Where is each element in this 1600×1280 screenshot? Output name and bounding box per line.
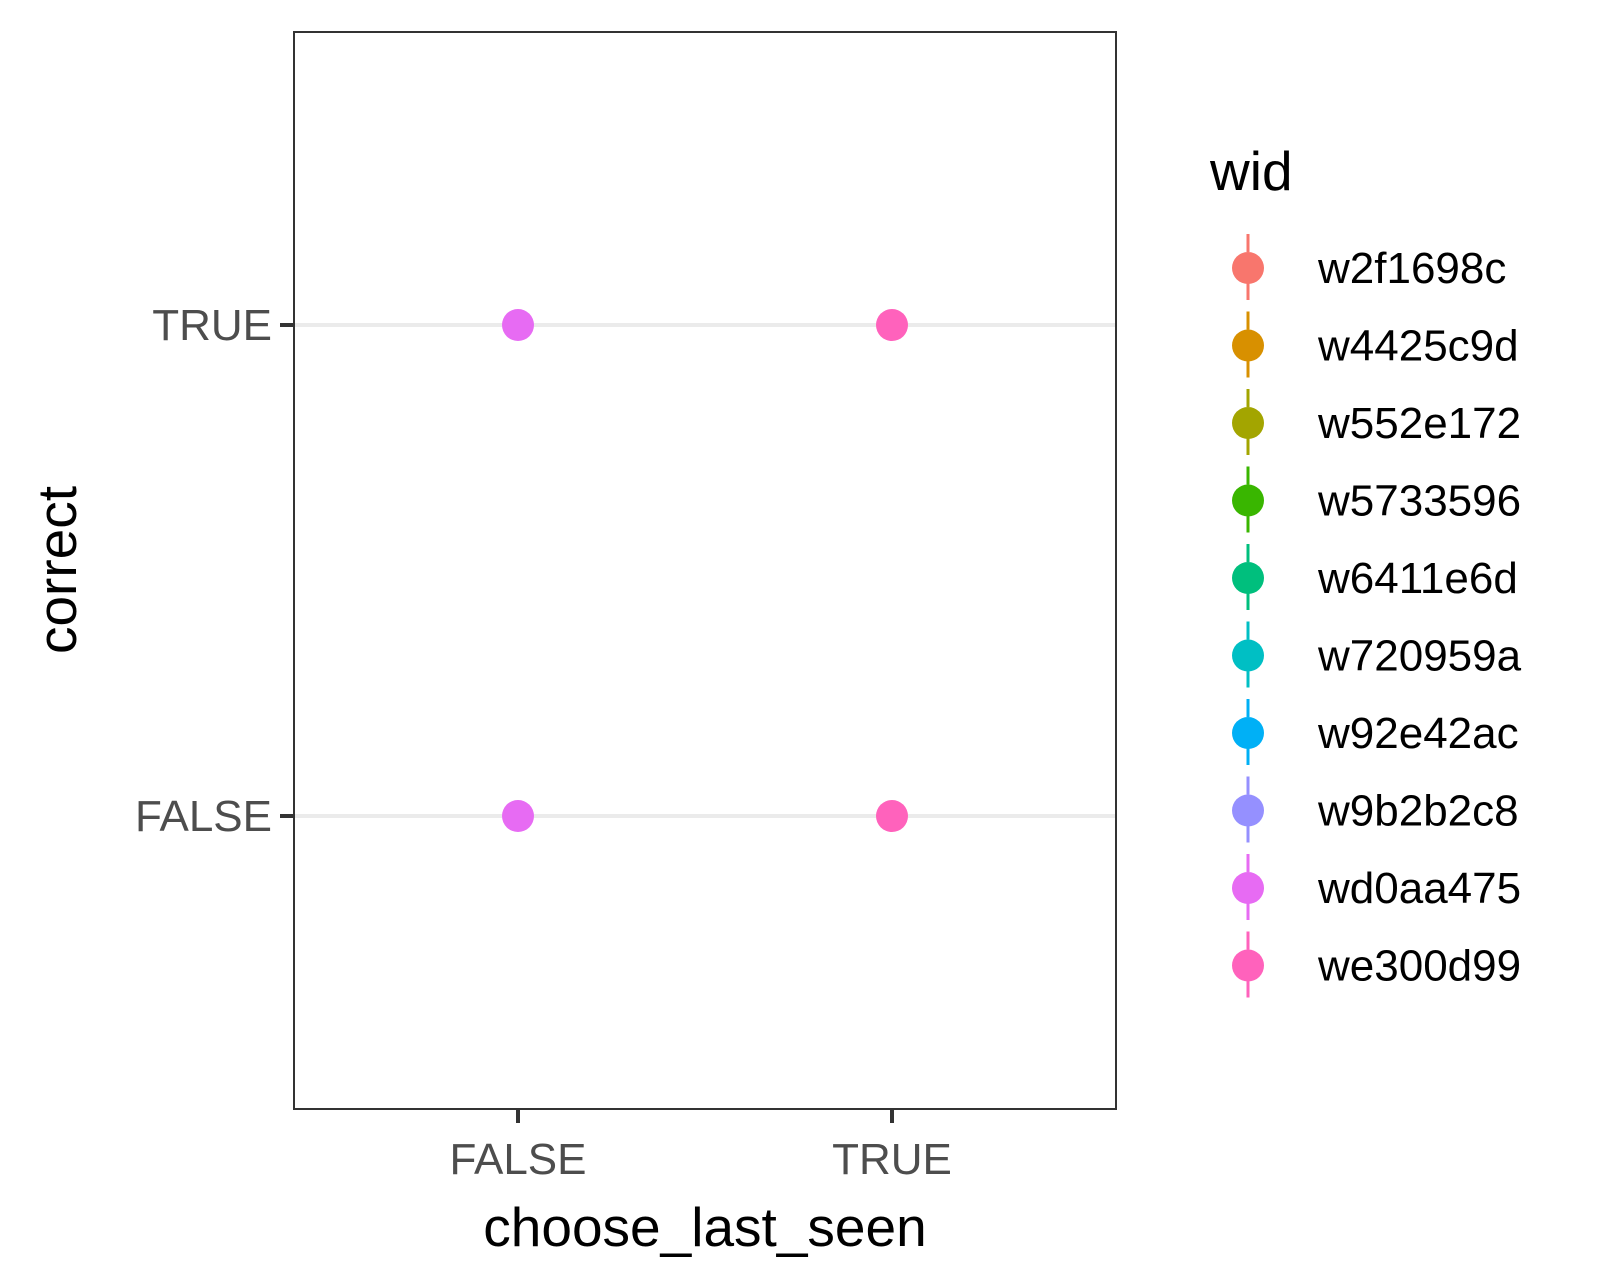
legend-item-w92e42ac: w92e42ac — [1232, 699, 1519, 767]
legend-key-point — [1232, 252, 1264, 284]
legend: wid w2f1698c w4425c9d w552e172 w5733596 w641… — [1209, 140, 1522, 1000]
legend-item-w9b2b2c8: w9b2b2c8 — [1232, 776, 1519, 845]
x-axis-title: choose_last_seen — [483, 1196, 926, 1258]
legend-item-we300d99: we300d99 — [1232, 931, 1521, 1000]
axis-ticks: FALSE TRUE FALSE TRUE — [135, 301, 952, 1184]
legend-label: wd0aa475 — [1317, 864, 1521, 913]
legend-item-w4425c9d: w4425c9d — [1232, 311, 1519, 380]
x-tick-label-true: TRUE — [832, 1135, 952, 1184]
legend-key-point — [1232, 639, 1264, 672]
legend-item-w6411e6d: w6411e6d — [1232, 544, 1518, 612]
legend-label: we300d99 — [1317, 942, 1521, 991]
legend-label: w552e172 — [1317, 399, 1521, 448]
legend-label: w9b2b2c8 — [1317, 787, 1519, 836]
y-axis-title: correct — [26, 486, 88, 654]
point-wd0aa475-false-false — [502, 800, 534, 832]
legend-items: w2f1698c w4425c9d w552e172 w5733596 w6411e6d… — [1232, 234, 1522, 1000]
point-wd0aa475-false-true — [502, 309, 534, 341]
legend-item-w552e172: w552e172 — [1232, 389, 1521, 457]
legend-key-point — [1232, 329, 1264, 362]
legend-key-point — [1232, 872, 1264, 904]
legend-item-w720959a: w720959a — [1232, 621, 1522, 690]
x-tick-label-false: FALSE — [450, 1135, 587, 1184]
legend-key-point — [1232, 949, 1264, 982]
legend-title: wid — [1209, 140, 1293, 202]
legend-item-wd0aa475: wd0aa475 — [1232, 854, 1521, 922]
legend-key-point — [1232, 562, 1264, 594]
legend-key-point — [1232, 484, 1264, 517]
legend-key-point — [1232, 717, 1264, 749]
point-we300d99-true-true — [876, 309, 908, 341]
grid-lines — [294, 323, 1116, 818]
legend-label: w5733596 — [1317, 477, 1521, 526]
legend-label: w720959a — [1317, 632, 1522, 681]
legend-label: w2f1698c — [1317, 244, 1506, 293]
legend-label: w6411e6d — [1317, 554, 1518, 603]
legend-label: w4425c9d — [1317, 322, 1519, 371]
point-we300d99-true-false — [876, 800, 908, 832]
legend-item-w5733596: w5733596 — [1232, 466, 1521, 535]
data-points — [502, 309, 908, 832]
legend-item-w2f1698c: w2f1698c — [1232, 234, 1506, 302]
legend-label: w92e42ac — [1317, 709, 1519, 758]
legend-key-point — [1232, 407, 1264, 439]
y-tick-label-true: TRUE — [152, 301, 272, 350]
y-tick-label-false: FALSE — [135, 792, 272, 841]
legend-key-point — [1232, 794, 1264, 827]
plot-panel — [293, 31, 1117, 1110]
